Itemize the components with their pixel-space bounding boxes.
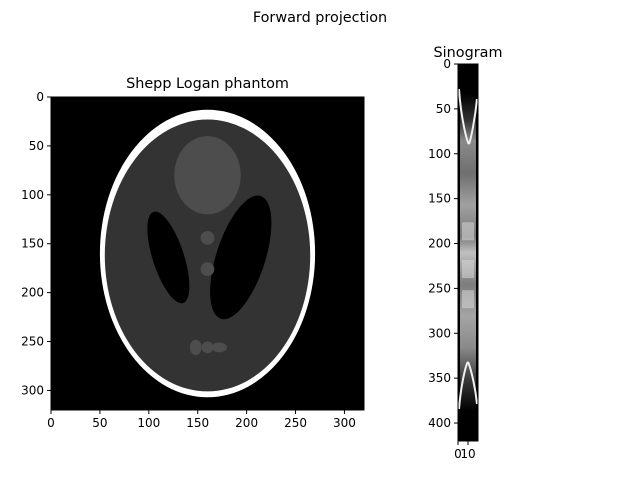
phantom-ellipse: [200, 231, 215, 245]
phantom-ellipse: [211, 342, 228, 353]
phantom-ellipse: [104, 119, 311, 392]
phantom-y-axis: 0 50 100 150 200 250 300: [21, 90, 51, 397]
sinogram-y-tick-label: 300: [428, 326, 451, 340]
phantom-y-tick-label: 100: [21, 188, 44, 202]
sinogram-y-tick-label: 250: [428, 281, 451, 295]
phantom-y-tick-label: 300: [21, 383, 44, 397]
sinogram-band: [460, 94, 476, 411]
phantom-title: Shepp Logan phantom: [126, 76, 289, 92]
phantom-x-tick-label: 50: [92, 416, 107, 430]
phantom-y-tick-label: 0: [36, 90, 44, 104]
phantom-y-tick-label: 150: [21, 237, 44, 251]
sinogram-x-axis: 010: [454, 441, 476, 461]
sinogram-y-tick-label: 50: [436, 102, 451, 116]
sinogram-y-tick-label: 400: [428, 416, 451, 430]
phantom-x-tick-label: 250: [284, 416, 307, 430]
sinogram-edge-curve: [468, 98, 478, 145]
phantom-frame: [50, 96, 365, 411]
sinogram-streak: [462, 222, 474, 241]
figure-suptitle: Forward projection: [253, 10, 387, 26]
phantom-ellipse: [174, 136, 241, 215]
sinogram-x-tick-label: 0: [454, 447, 462, 461]
phantom-x-tick-label: 150: [186, 416, 209, 430]
sinogram-streak: [462, 260, 474, 279]
phantom-x-axis: 0 50 100 150 200 250 300: [47, 410, 356, 430]
phantom-y-tick-label: 50: [29, 139, 44, 153]
phantom-panel: Shepp Logan phantom 0 50 100 150 200 250 300 0…: [21, 76, 365, 430]
phantom-y-tick-label: 200: [21, 286, 44, 300]
phantom-ellipse: [200, 262, 215, 276]
phantom-ellipse: [201, 341, 214, 354]
sinogram-edge-curve: [467, 361, 478, 405]
sinogram-y-tick-label: 150: [428, 192, 451, 206]
phantom-x-tick-label: 200: [235, 416, 258, 430]
sinogram-image: [458, 88, 478, 411]
phantom-image: [99, 109, 316, 398]
sinogram-streak: [462, 290, 474, 309]
phantom-x-tick-label: 300: [333, 416, 356, 430]
sinogram-title: Sinogram: [434, 45, 503, 61]
phantom-x-tick-label: 0: [47, 416, 55, 430]
sinogram-y-tick-label: 350: [428, 371, 451, 385]
sinogram-y-axis: 0 50 100 150 200 250 300 350 400: [428, 57, 458, 430]
sinogram-y-tick-label: 200: [428, 237, 451, 251]
sinogram-x-tick-label: 10: [460, 447, 475, 461]
phantom-y-tick-label: 250: [21, 335, 44, 349]
phantom-ellipse: [147, 211, 190, 304]
phantom-ellipse: [189, 339, 202, 356]
phantom-ellipse: [210, 195, 272, 320]
sinogram-y-tick-label: 100: [428, 147, 451, 161]
sinogram-y-tick-label: 0: [443, 57, 451, 71]
phantom-x-tick-label: 100: [137, 416, 160, 430]
